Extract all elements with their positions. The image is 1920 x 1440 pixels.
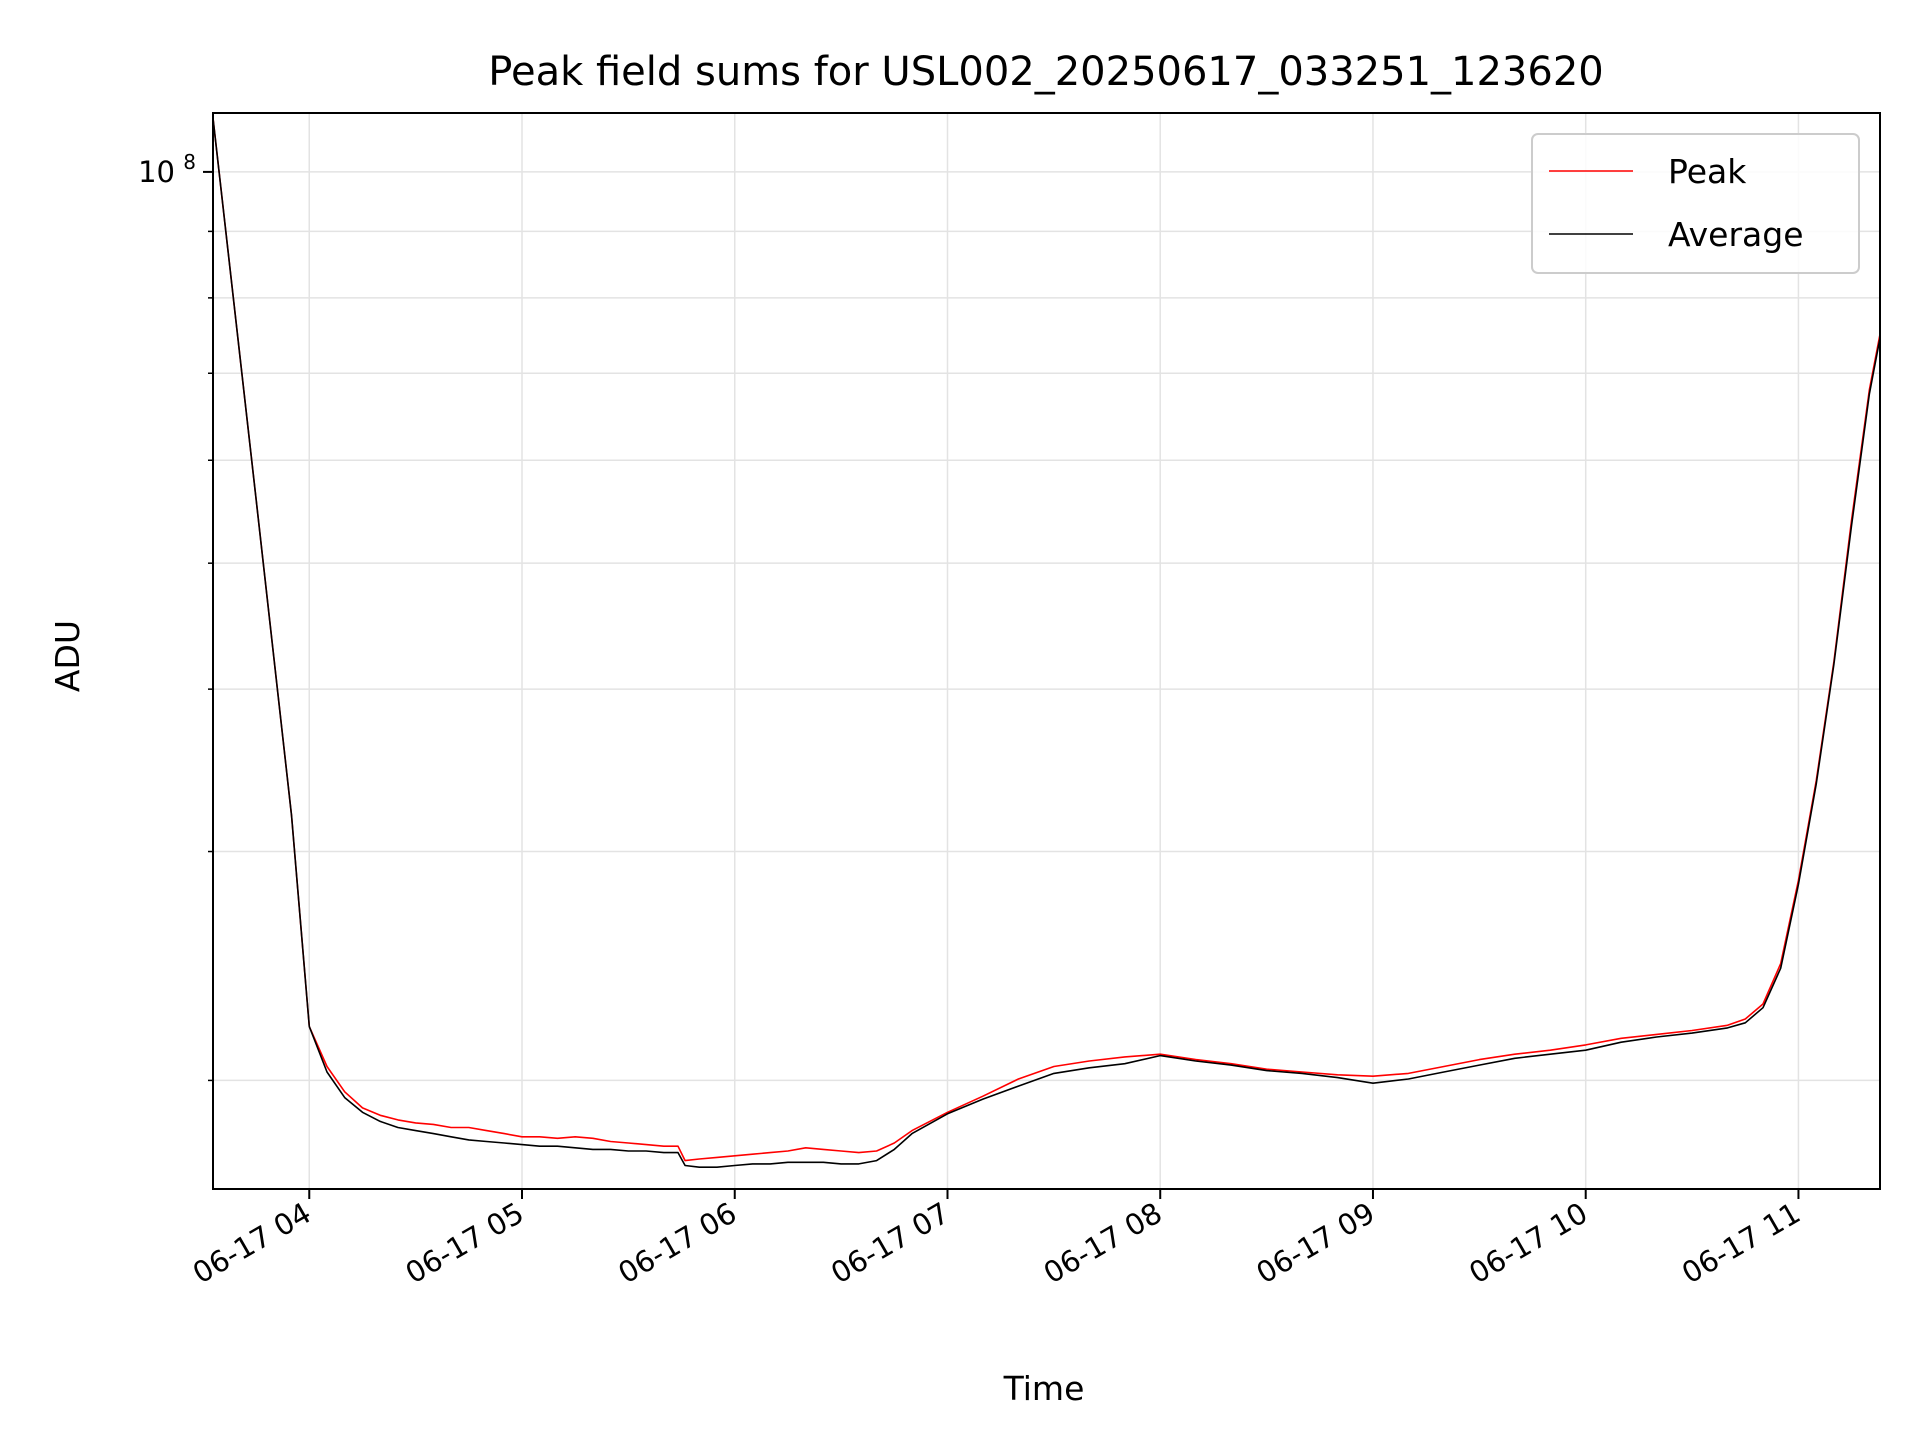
x-axis-label: Time xyxy=(1003,1369,1085,1408)
legend-box xyxy=(1531,133,1860,274)
y-tick-label-base: 10 xyxy=(138,155,175,189)
y-axis: 10 8 xyxy=(138,150,213,1082)
y-axis-label: ADU xyxy=(48,620,87,692)
series-layer xyxy=(213,118,1880,1168)
y-tick-label-exponent: 8 xyxy=(183,150,196,174)
chart-title: Peak field sums for USL002_20250617_0332… xyxy=(488,49,1603,95)
series-line-average xyxy=(213,118,1880,1168)
grid xyxy=(213,113,1880,1189)
series-line-peak xyxy=(213,118,1880,1162)
legend-label-peak: Peak xyxy=(1668,152,1747,191)
legend: Peak Average xyxy=(1531,133,1860,274)
plot-frame xyxy=(212,112,1881,1190)
y-tick-label: 10 8 xyxy=(138,150,196,189)
legend-label-average: Average xyxy=(1668,215,1804,254)
